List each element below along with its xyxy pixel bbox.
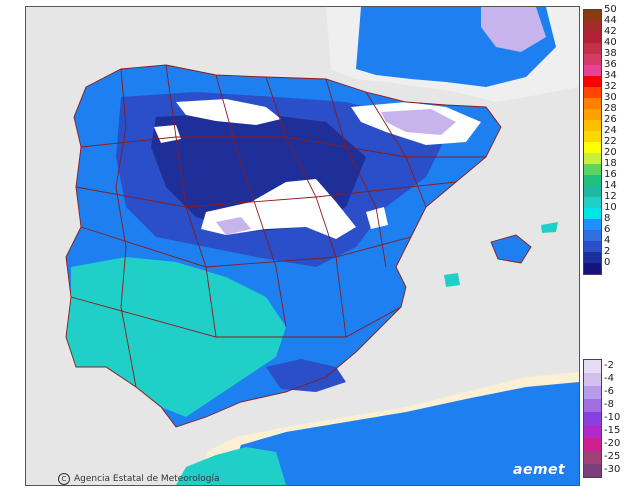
legend-swatch [584, 451, 601, 464]
legend-swatch [584, 399, 601, 412]
legend-tick-label: 0 [604, 257, 611, 268]
legend-tick-label: 6 [604, 224, 611, 235]
legend-tick-label: 38 [604, 48, 617, 59]
legend-tick-label: -10 [604, 412, 621, 423]
legend-tick-label: 20 [604, 147, 617, 158]
legend-tick-label: 22 [604, 136, 617, 147]
legend-tick-label: 12 [604, 191, 617, 202]
legend-tick-label: 26 [604, 114, 617, 125]
legend-tick-label: 32 [604, 81, 617, 92]
legend-tick-label: 8 [604, 213, 611, 224]
africa-temperature [226, 382, 579, 485]
legend-swatch [584, 412, 601, 425]
legend-swatch [584, 263, 601, 274]
central-system-frost [216, 217, 251, 235]
legend-tick-label: -8 [604, 399, 614, 410]
africa-warm-coast [176, 447, 286, 485]
legend-tick-label: 4 [604, 235, 611, 246]
legend-swatch [584, 438, 601, 451]
legend-swatch [584, 142, 601, 153]
legend-positive-bar [583, 9, 602, 275]
legend-swatch [584, 241, 601, 252]
legend-swatch [584, 197, 601, 208]
sierra-nevada-cold [266, 359, 346, 392]
legend-tick-label: -2 [604, 360, 614, 371]
legend-swatch [584, 10, 601, 21]
legend-swatch [584, 464, 601, 477]
legend-swatch [584, 425, 601, 438]
map-frame: C Agencia Estatal de Meteorología aemet [25, 6, 580, 486]
legend-swatch [584, 65, 601, 76]
legend-swatch [584, 175, 601, 186]
menorca [541, 222, 558, 233]
legend-tick-label: 40 [604, 37, 617, 48]
copyright-icon: C [58, 473, 70, 485]
iberian-system-snow [366, 207, 388, 229]
legend-swatch [584, 32, 601, 43]
temperature-map [26, 7, 579, 485]
legend-swatch [584, 76, 601, 87]
legend-swatch [584, 43, 601, 54]
credit-text: Agencia Estatal de Meteorología [74, 474, 220, 484]
aemet-logo: aemet [513, 462, 566, 478]
legend-swatch [584, 164, 601, 175]
legend-tick-label: 28 [604, 103, 617, 114]
legend-tick-label: 2 [604, 246, 611, 257]
legend-swatch [584, 54, 601, 65]
legend-swatch [584, 219, 601, 230]
legend-swatch [584, 131, 601, 142]
pyrenees-frost [381, 109, 456, 135]
legend-swatch [584, 87, 601, 98]
legend-tick-label: 30 [604, 92, 617, 103]
ibiza [444, 273, 460, 287]
color-legend: 50 44 42 40 38 36 34 32 30 28 26 24 22 20 18 16 14 12 10 8 6… [583, 5, 629, 479]
legend-tick-label: -6 [604, 386, 614, 397]
legend-tick-label: 34 [604, 70, 617, 81]
legend-tick-label: -20 [604, 438, 621, 449]
legend-negative-bar [583, 359, 602, 478]
legend-tick-label: -30 [604, 464, 621, 475]
legend-swatch [584, 360, 601, 373]
legend-tick-label: 14 [604, 180, 617, 191]
legend-tick-label: -15 [604, 425, 621, 436]
legend-tick-label: 50 [604, 4, 617, 15]
credit-line: C Agencia Estatal de Meteorología [58, 473, 220, 485]
alps-cold-area [481, 7, 546, 52]
province-boundaries [65, 64, 532, 428]
mallorca [491, 235, 531, 263]
legend-tick-label: 10 [604, 202, 617, 213]
legend-swatch [584, 252, 601, 263]
legend-swatch [584, 153, 601, 164]
legend-swatch [584, 21, 601, 32]
legend-swatch [584, 373, 601, 386]
legend-swatch [584, 208, 601, 219]
legend-tick-label: 16 [604, 169, 617, 180]
legend-swatch [584, 186, 601, 197]
legend-swatch [584, 109, 601, 120]
legend-tick-label: 24 [604, 125, 617, 136]
legend-tick-label: -25 [604, 451, 621, 462]
legend-tick-label: 18 [604, 158, 617, 169]
cantabrian-snow [176, 99, 281, 125]
legend-tick-label: 42 [604, 26, 617, 37]
legend-tick-label: 44 [604, 15, 617, 26]
legend-swatch [584, 120, 601, 131]
legend-tick-label: 36 [604, 59, 617, 70]
legend-swatch [584, 386, 601, 399]
legend-swatch [584, 98, 601, 109]
legend-swatch [584, 230, 601, 241]
legend-tick-label: -4 [604, 373, 614, 384]
